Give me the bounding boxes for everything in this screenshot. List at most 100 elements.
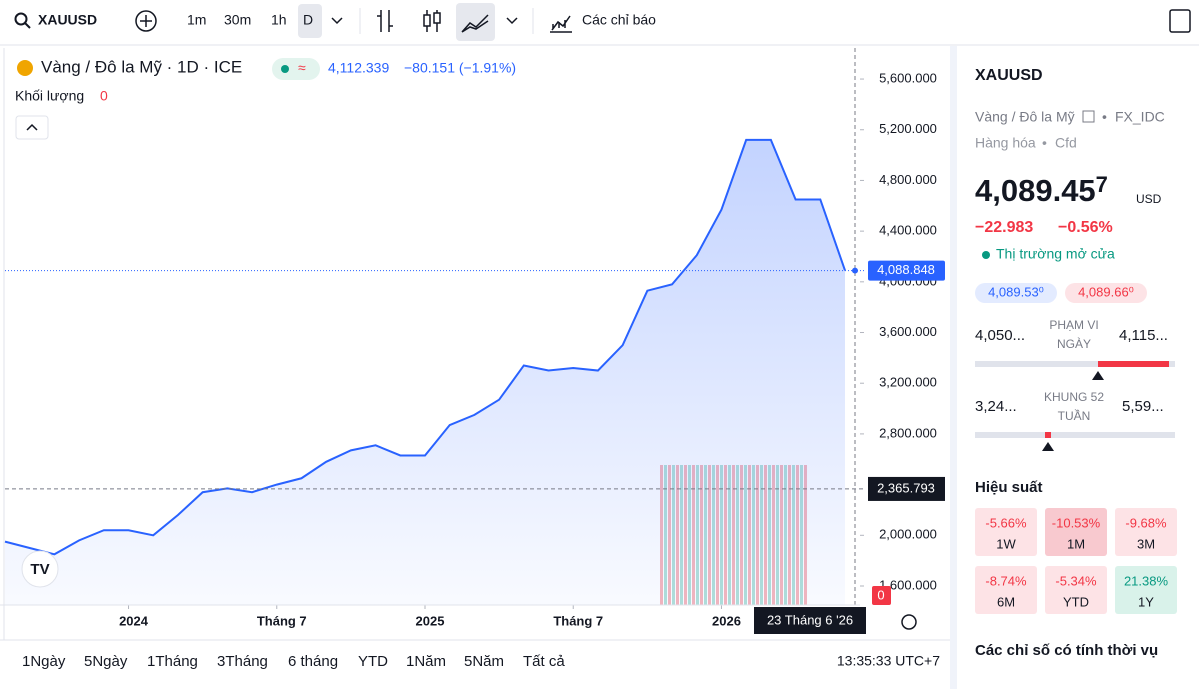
x-tick-label: 2025 bbox=[416, 613, 445, 628]
range-label: NGÀY bbox=[1057, 336, 1091, 351]
footer: 1Ngày 5Ngày 1Tháng 3Tháng 6 tháng YTD 1Năm 5Năm… bbox=[22, 653, 565, 670]
performance-value: -9.68% bbox=[1125, 515, 1167, 530]
performance-tile[interactable] bbox=[1045, 566, 1107, 614]
panel-kind: Cfd bbox=[1055, 135, 1077, 151]
search-icon[interactable] bbox=[14, 12, 28, 26]
period-button[interactable]: 3Tháng bbox=[217, 653, 268, 670]
panel-change-pct: −0.56% bbox=[1058, 219, 1113, 236]
range-pointer bbox=[1092, 371, 1104, 380]
area-icon[interactable] bbox=[461, 14, 489, 33]
performance-value: -10.53% bbox=[1052, 515, 1101, 530]
price-main: 4,089.45 bbox=[975, 173, 1096, 208]
logo-mark: TV bbox=[30, 561, 49, 578]
bid: 4,089.53⁰ bbox=[988, 284, 1044, 299]
settings-icon[interactable] bbox=[901, 614, 917, 630]
range-low: 4,050... bbox=[975, 327, 1025, 344]
performance-period: 1W bbox=[996, 536, 1016, 551]
x-tick-label: Tháng 7 bbox=[257, 613, 307, 628]
y-tick-label: 3,600.000 bbox=[879, 324, 937, 339]
performance-period: 1Y bbox=[1138, 594, 1154, 609]
interval[interactable]: D bbox=[303, 12, 313, 28]
period-button[interactable]: 1Ngày bbox=[22, 653, 66, 670]
last-price-tag bbox=[868, 260, 945, 281]
range-low: 3,24... bbox=[975, 398, 1017, 415]
period-button[interactable]: YTD bbox=[358, 653, 388, 670]
add-icon bbox=[140, 15, 152, 27]
y-tick-label: 5,200.000 bbox=[879, 121, 937, 136]
y-tick-label: 2,800.000 bbox=[879, 425, 937, 440]
active-interval bbox=[298, 4, 322, 38]
y-tick-label: 2,000.000 bbox=[879, 527, 937, 542]
plot: 1,600.000 2,000.000 2,800.000 3,200.000 3,60… bbox=[0, 48, 945, 634]
performance-value: 21.38% bbox=[1124, 573, 1169, 588]
period-button[interactable]: 5Năm bbox=[464, 653, 504, 670]
legend-title: Vàng / Đô la Mỹ · 1D · ICE bbox=[41, 57, 242, 76]
bid-pill bbox=[975, 283, 1057, 303]
performance-period: 3M bbox=[1137, 536, 1155, 551]
chevron[interactable] bbox=[331, 17, 343, 25]
seasonal-title: Các chỉ số có tính thời vụ bbox=[975, 642, 1158, 659]
toolbar bbox=[0, 0, 1199, 44]
period-button[interactable]: 6 tháng bbox=[288, 653, 338, 670]
chevron[interactable] bbox=[506, 17, 518, 25]
status-icon: ≈ bbox=[298, 60, 306, 76]
panel-price: 4,089.457 bbox=[975, 172, 1108, 208]
volume-value: 0 bbox=[100, 88, 108, 104]
clock: 13:35:33 UTC+7 bbox=[837, 653, 940, 669]
panel-change: −22.983 bbox=[975, 219, 1033, 236]
range-label: TUẦN bbox=[1058, 408, 1091, 423]
last-price-label: 4,088.848 bbox=[877, 262, 935, 277]
divider bbox=[950, 46, 957, 689]
indicators[interactable]: Các chỉ báo bbox=[582, 12, 656, 28]
y-tick-label: 4,400.000 bbox=[879, 223, 937, 238]
interval[interactable]: 30m bbox=[224, 12, 251, 28]
bullet: • bbox=[1042, 135, 1047, 151]
performance-value: -5.66% bbox=[985, 515, 1027, 530]
popout-icon[interactable] bbox=[1169, 9, 1191, 33]
symbol[interactable]: XAUUSD bbox=[38, 12, 97, 28]
panel-status: Thị trường mở cửa bbox=[996, 246, 1115, 262]
y-tick-label: 3,200.000 bbox=[879, 375, 937, 390]
panel-category: Hàng hóa bbox=[975, 135, 1036, 151]
price-last: 7 bbox=[1096, 172, 1108, 197]
search-icon bbox=[24, 22, 31, 29]
symbol-logo bbox=[17, 60, 33, 76]
period-button[interactable]: 5Ngày bbox=[84, 653, 128, 670]
interval[interactable]: 1m bbox=[187, 12, 206, 28]
add-icon[interactable] bbox=[135, 10, 157, 32]
volume-tag bbox=[872, 586, 891, 605]
performance-tile[interactable] bbox=[975, 508, 1037, 556]
range-pointer bbox=[1042, 442, 1054, 451]
active-style bbox=[456, 3, 495, 41]
performance-period: YTD bbox=[1063, 594, 1089, 609]
performance-tile[interactable] bbox=[1045, 508, 1107, 556]
volume-label: Khối lượng bbox=[15, 88, 84, 104]
collapse-button[interactable] bbox=[15, 115, 49, 140]
candles-icon bbox=[433, 12, 441, 24]
y-tick-label: 5,600.000 bbox=[879, 70, 937, 85]
logo[interactable] bbox=[21, 550, 59, 588]
y-tick-label: 1,600.000 bbox=[879, 577, 937, 592]
legend-price: 4,112.339 bbox=[328, 60, 389, 76]
date-tag bbox=[754, 607, 866, 634]
period-button[interactable]: 1Tháng bbox=[147, 653, 198, 670]
performance-tile[interactable] bbox=[1115, 566, 1177, 614]
indicators-icon[interactable] bbox=[550, 15, 572, 33]
date-label: 23 Tháng 6 '26 bbox=[767, 612, 853, 627]
range-label: KHUNG 52 bbox=[1044, 390, 1104, 404]
y-tick-label: 4,800.000 bbox=[879, 172, 937, 187]
performance-tile[interactable] bbox=[975, 566, 1037, 614]
collapse-icon bbox=[26, 123, 38, 131]
status-pill bbox=[272, 58, 320, 80]
period-button[interactable]: Tất cả bbox=[523, 653, 565, 670]
bars-icon[interactable] bbox=[377, 10, 393, 32]
range-label: PHẠM VI bbox=[1049, 318, 1098, 332]
price-line bbox=[4, 138, 846, 556]
interval[interactable]: 1h bbox=[271, 12, 287, 28]
performance-period: 1M bbox=[1067, 536, 1085, 551]
link-icon[interactable] bbox=[1082, 110, 1095, 123]
period-button[interactable]: 1Năm bbox=[406, 653, 446, 670]
panel-name: Vàng / Đô la Mỹ bbox=[975, 109, 1075, 125]
performance-tile[interactable] bbox=[1115, 508, 1177, 556]
